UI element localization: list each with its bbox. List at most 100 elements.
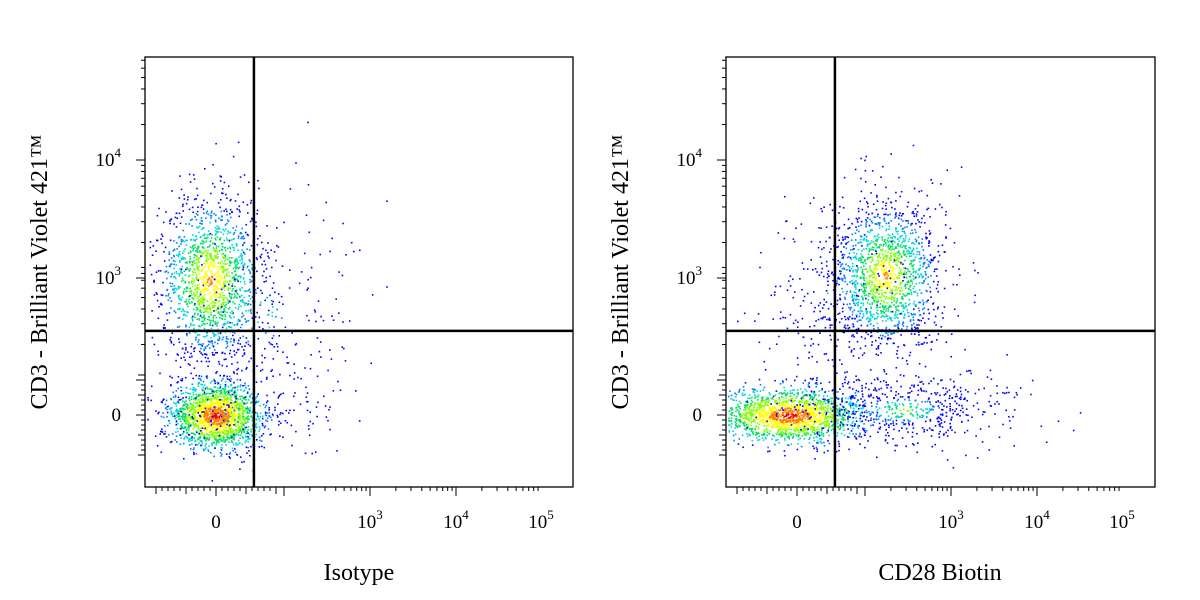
event-dot bbox=[183, 438, 185, 440]
event-dot bbox=[218, 436, 220, 439]
event-dot bbox=[198, 283, 200, 286]
event-dot bbox=[776, 432, 779, 434]
event-dot bbox=[229, 287, 232, 290]
event-dot bbox=[195, 274, 198, 276]
event-dot bbox=[819, 402, 822, 404]
event-dot bbox=[206, 306, 209, 308]
event-dot bbox=[214, 290, 217, 293]
event-dot bbox=[332, 390, 335, 392]
event-dot bbox=[823, 400, 825, 402]
event-dot bbox=[189, 255, 191, 258]
event-dot bbox=[847, 420, 849, 422]
event-dot bbox=[216, 325, 219, 327]
event-dot bbox=[244, 231, 247, 234]
event-dot bbox=[265, 280, 267, 282]
event-dot bbox=[239, 403, 241, 406]
event-dot bbox=[228, 410, 230, 413]
event-dot bbox=[316, 415, 318, 418]
event-dot bbox=[231, 257, 233, 259]
event-dot bbox=[247, 409, 250, 411]
event-dot bbox=[208, 253, 211, 255]
event-dot bbox=[239, 402, 241, 405]
event-dot bbox=[287, 362, 290, 364]
event-dot bbox=[760, 415, 762, 417]
event-dot bbox=[212, 390, 214, 393]
event-dot bbox=[218, 426, 220, 429]
event-dot bbox=[173, 412, 175, 414]
event-dot bbox=[798, 419, 801, 421]
event-dot bbox=[196, 318, 198, 321]
event-dot bbox=[276, 414, 279, 417]
event-dot bbox=[208, 418, 210, 421]
event-dot bbox=[773, 406, 776, 408]
event-dot bbox=[189, 287, 191, 290]
event-dot bbox=[203, 393, 206, 395]
event-dot bbox=[214, 234, 217, 236]
event-dot bbox=[196, 293, 198, 295]
event-dot bbox=[213, 263, 215, 265]
event-dot bbox=[223, 181, 226, 184]
event-dot bbox=[784, 389, 786, 392]
event-dot bbox=[224, 393, 227, 395]
event-dot bbox=[236, 278, 239, 281]
event-dot bbox=[208, 388, 211, 391]
event-dot bbox=[178, 275, 181, 277]
event-dot bbox=[247, 385, 250, 387]
event-dot bbox=[220, 402, 222, 404]
event-dot bbox=[208, 445, 210, 447]
event-dot bbox=[230, 338, 232, 340]
event-dot bbox=[260, 289, 262, 292]
event-dot bbox=[793, 426, 795, 428]
event-dot bbox=[243, 430, 246, 432]
event-dot bbox=[230, 411, 233, 414]
event-dot bbox=[745, 429, 747, 431]
event-dot bbox=[197, 383, 199, 385]
event-dot bbox=[217, 424, 219, 427]
event-dot bbox=[256, 412, 259, 415]
event-dot bbox=[261, 263, 263, 266]
event-dot bbox=[778, 392, 780, 395]
event-dot bbox=[211, 258, 213, 260]
event-dot bbox=[792, 419, 795, 422]
event-dot bbox=[206, 404, 209, 406]
event-dot bbox=[754, 403, 757, 405]
event-dot bbox=[220, 389, 223, 391]
event-dot bbox=[249, 454, 251, 457]
event-dot bbox=[204, 336, 206, 338]
event-dot bbox=[230, 239, 233, 241]
event-dot bbox=[212, 425, 214, 428]
event-dot bbox=[223, 229, 225, 232]
event-dot bbox=[231, 419, 233, 422]
event-dot bbox=[810, 411, 812, 413]
event-dot bbox=[223, 392, 226, 394]
event-dot bbox=[210, 319, 212, 322]
event-dot bbox=[856, 401, 858, 403]
event-dot bbox=[255, 401, 257, 404]
event-dot bbox=[795, 429, 798, 432]
event-dot bbox=[806, 431, 809, 434]
event-dot bbox=[222, 311, 224, 313]
event-dot bbox=[271, 266, 273, 269]
event-dot bbox=[769, 430, 771, 432]
event-dot bbox=[195, 444, 197, 446]
event-dot bbox=[203, 308, 206, 310]
event-dot bbox=[306, 400, 308, 403]
event-dot bbox=[213, 386, 216, 388]
event-dot bbox=[209, 399, 211, 401]
event-dot bbox=[165, 312, 168, 315]
event-dot bbox=[185, 324, 187, 327]
event-dot bbox=[186, 267, 188, 269]
event-dot bbox=[193, 437, 195, 439]
event-dot bbox=[764, 430, 766, 433]
event-dot bbox=[903, 419, 905, 422]
event-dot bbox=[175, 270, 178, 273]
event-dot bbox=[826, 395, 829, 397]
event-dot bbox=[225, 444, 227, 446]
event-dot bbox=[203, 349, 205, 352]
event-dot bbox=[784, 429, 786, 431]
event-dot bbox=[235, 225, 238, 228]
event-dot bbox=[774, 443, 776, 446]
event-dot bbox=[847, 412, 850, 415]
event-dot bbox=[203, 421, 205, 423]
event-dot bbox=[168, 251, 171, 253]
